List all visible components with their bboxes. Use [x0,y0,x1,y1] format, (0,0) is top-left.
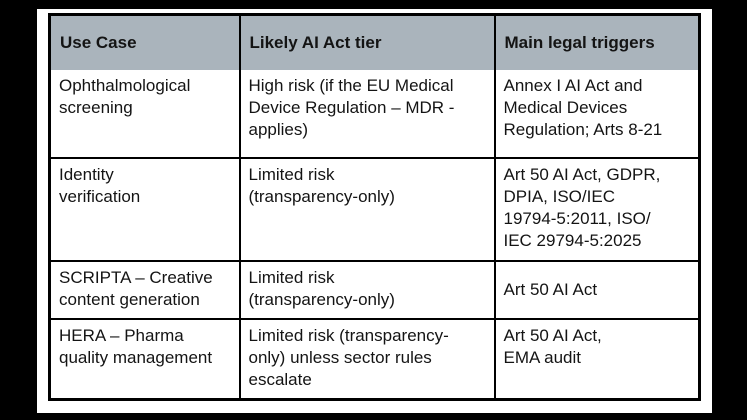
cell-use-case: Ophthalmological screening [48,69,241,159]
document-page: Use Case Likely AI Act tier Main legal t… [37,9,712,413]
cell-tier: Limited risk (transparency-only) [238,156,496,262]
cell-triggers: Art 50 AI Act, GDPR, DPIA, ISO/IEC 19794… [493,156,701,262]
table-row-hera: HERA – Pharma quality management Limited… [48,317,701,401]
ai-act-risk-table: Use Case Likely AI Act tier Main legal t… [48,13,701,401]
cell-use-case: Identity verification [48,156,241,262]
cell-use-case: SCRIPTA – Creative content generation [48,259,241,320]
cell-use-case: HERA – Pharma quality management [48,317,241,401]
table-row-identity: Identity verification Limited risk (tran… [48,156,701,262]
table-row-ophthalmological: Ophthalmological screening High risk (if… [48,69,701,159]
column-header-use-case: Use Case [48,13,241,70]
cell-tier: Limited risk (transparency- only) unless… [238,317,496,401]
cell-triggers: Annex I AI Act and Medical Devices Regul… [493,69,701,159]
cell-triggers: Art 50 AI Act [493,259,701,320]
cell-tier: High risk (if the EU Medical Device Regu… [238,69,496,159]
column-header-ai-act-tier: Likely AI Act tier [238,13,496,70]
cell-triggers: Art 50 AI Act, EMA audit [493,317,701,401]
cell-tier: Limited risk (transparency-only) [238,259,496,320]
column-header-legal-triggers: Main legal triggers [493,13,701,70]
table-row-scripta: SCRIPTA – Creative content generation Li… [48,259,701,320]
table-header-row: Use Case Likely AI Act tier Main legal t… [48,13,701,70]
